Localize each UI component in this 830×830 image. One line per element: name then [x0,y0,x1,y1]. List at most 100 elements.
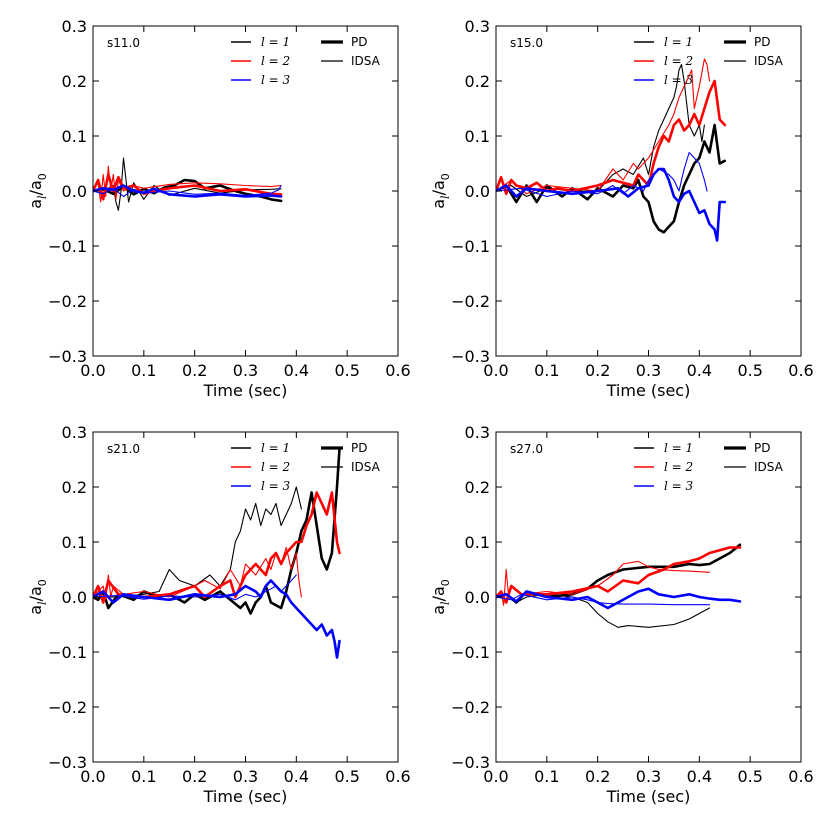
x-tick-label: 0.3 [233,767,258,786]
y-axis-label: al/a0 [429,173,452,209]
x-tick-label: 0.6 [788,767,813,786]
y-axis-label-subscript: l [36,601,49,605]
x-tick-label: 0.1 [131,361,156,380]
legend-label: l = 3 [261,479,291,493]
legend-label: IDSA [351,460,381,474]
legend-label: l = 3 [664,73,694,87]
series-group [496,58,727,242]
y-axis-label-subscript: 0 [36,173,49,180]
x-tick-label: 0.4 [284,361,309,380]
y-axis-label-subscript: l [439,601,452,605]
legend-label: l = 1 [664,35,693,49]
x-tick-label: 0.0 [80,361,105,380]
x-tick-label: 0.5 [737,361,762,380]
y-axis-label-part: /a [26,586,45,601]
series-line [496,58,711,195]
x-tick-label: 0.6 [385,767,410,786]
y-axis-label: al/a0 [26,579,49,615]
x-tick-label: 0.1 [534,767,559,786]
y-tick-label: 0.0 [465,588,490,607]
x-tick-label: 0.6 [385,361,410,380]
y-axis-label-part: a [429,199,448,209]
chart-panel: 0.0 0.1 0.2 0.3 0.4 0.5 0.6 −0.3 −0.2 −0.1 0.0 0.1 0… [26,17,411,400]
legend-label: IDSA [351,54,381,68]
series-group [93,447,341,659]
x-tick-label: 0.0 [483,767,508,786]
y-tick-label: 0.2 [465,478,490,497]
legend-label: l = 1 [261,35,290,49]
x-tick-label: 0.4 [687,361,712,380]
x-tick-label: 0.2 [182,361,207,380]
series-line [93,491,341,604]
legend-label: l = 3 [664,479,694,493]
y-tick-label: 0.3 [465,423,490,442]
x-tick-label: 0.0 [483,361,508,380]
x-tick-label: 0.1 [131,767,156,786]
series-group [496,543,742,628]
y-axis-label-part: /a [26,180,45,195]
y-axis-label-part: /a [429,586,448,601]
y-axis-label-subscript: 0 [439,173,452,180]
y-tick-label: 0.0 [62,182,87,201]
x-axis-label: Time (sec) [203,787,288,806]
legend-label: l = 2 [261,460,290,474]
y-tick-label: −0.3 [451,753,490,772]
legend-label: l = 2 [664,54,693,68]
y-tick-label: −0.1 [48,643,87,662]
x-tick-label: 0.1 [534,361,559,380]
y-axis-label-subscript: 0 [439,579,452,586]
y-tick-label: 0.1 [62,127,87,146]
legend-label: IDSA [754,54,784,68]
y-tick-label: −0.3 [48,347,87,366]
y-tick-label: 0.3 [62,423,87,442]
legend-label: PD [351,441,367,455]
legend-label: l = 2 [261,54,290,68]
y-tick-label: −0.3 [48,753,87,772]
chart-panel: 0.0 0.1 0.2 0.3 0.4 0.5 0.6 −0.3 −0.2 −0.1 0.0 0.1 0… [26,423,411,806]
panel-title: s11.0 [107,36,140,50]
y-tick-label: −0.1 [451,643,490,662]
x-tick-label: 0.0 [80,767,105,786]
legend-label: PD [351,35,367,49]
y-axis-label: al/a0 [26,173,49,209]
y-tick-label: −0.3 [451,347,490,366]
y-tick-label: 0.3 [465,17,490,36]
legend-label: l = 1 [664,441,693,455]
series-line [93,579,341,659]
x-tick-label: 0.4 [687,767,712,786]
y-tick-label: 0.1 [62,533,87,552]
y-tick-label: 0.1 [465,127,490,146]
chart-panel: 0.0 0.1 0.2 0.3 0.4 0.5 0.6 −0.3 −0.2 −0.1 0.0 0.1 0… [429,423,814,806]
y-axis-label-subscript: l [36,195,49,199]
series-line [496,546,742,604]
series-line [496,587,742,610]
x-tick-label: 0.5 [737,767,762,786]
x-tick-label: 0.2 [585,767,610,786]
chart-panel: 0.0 0.1 0.2 0.3 0.4 0.5 0.6 −0.3 −0.2 −0.1 0.0 0.1 0… [429,17,814,400]
x-axis-label: Time (sec) [606,381,691,400]
series-line [496,123,727,234]
series-line [93,546,302,601]
y-tick-label: −0.2 [48,292,87,311]
series-group [93,157,283,211]
x-tick-label: 0.5 [334,767,359,786]
legend-label: PD [754,441,770,455]
y-tick-label: 0.3 [62,17,87,36]
y-tick-label: 0.1 [465,533,490,552]
y-axis-label-subscript: l [439,195,452,199]
series-line [496,593,711,628]
series-line [93,486,302,598]
series-line [93,184,283,198]
series-line [496,560,711,606]
panel-title: s21.0 [107,442,140,456]
y-axis-label: al/a0 [429,579,452,615]
x-tick-label: 0.2 [585,361,610,380]
series-line [93,184,282,198]
plot-frame [495,431,802,763]
panel-title: s27.0 [510,442,543,456]
legend-label: IDSA [754,460,784,474]
x-tick-label: 0.6 [788,361,813,380]
x-tick-label: 0.3 [636,361,661,380]
y-tick-label: 0.2 [62,72,87,91]
